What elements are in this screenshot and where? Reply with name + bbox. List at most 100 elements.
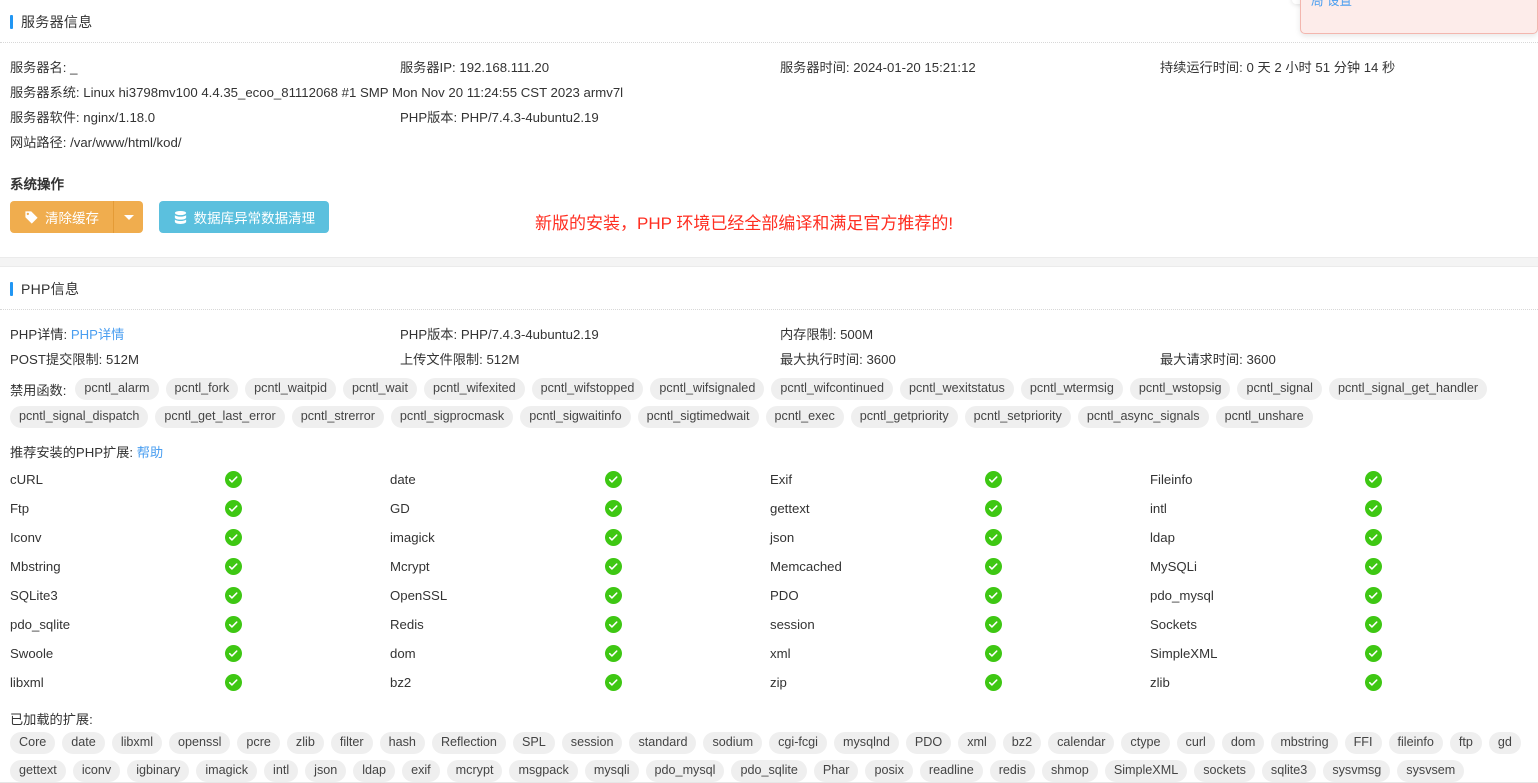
php-info-row-2: POST提交限制: 512M 上传文件限制: 512M 最大执行时间: 3600… bbox=[10, 347, 1538, 372]
loaded-extension-pill: mysqli bbox=[584, 760, 639, 782]
extension-name: Iconv bbox=[10, 530, 42, 545]
loaded-extension-pill: sysvsem bbox=[1397, 760, 1465, 782]
extension-name: bz2 bbox=[390, 675, 412, 690]
extension-name: Swoole bbox=[10, 646, 54, 661]
loaded-extension-pill: ctype bbox=[1121, 732, 1170, 754]
loaded-extension-pill: xml bbox=[958, 732, 996, 754]
db-cleanup-button[interactable]: 数据库异常数据清理 bbox=[158, 201, 330, 233]
disabled-function-pill: pcntl_sigtimedwait bbox=[637, 406, 759, 428]
extension-status bbox=[225, 523, 390, 552]
extension-name: intl bbox=[1150, 501, 1167, 516]
global-settings-notification[interactable]: 出的号功能正常,请在,状况,设,后台 全局 设置 bbox=[1300, 0, 1538, 34]
extension-status bbox=[225, 668, 390, 697]
clear-cache-button[interactable]: 清除缓存 bbox=[10, 201, 113, 233]
loaded-extension-pill: sysvmsg bbox=[1323, 760, 1391, 782]
disabled-function-pill: pcntl_wtermsig bbox=[1020, 378, 1123, 400]
extension-name: session bbox=[770, 617, 815, 632]
loaded-extension-pill: sockets bbox=[1194, 760, 1255, 782]
max-exec-time-value: 3600 bbox=[866, 352, 896, 367]
max-request-time-label: 最大请求时间: bbox=[1160, 352, 1243, 367]
php-version-value: PHP/7.4.3-4ubuntu2.19 bbox=[460, 110, 599, 125]
disabled-function-pill: pcntl_sigprocmask bbox=[390, 406, 514, 428]
disabled-function-pill: pcntl_alarm bbox=[75, 378, 159, 400]
loaded-extensions-label: 已加载的扩展: bbox=[10, 712, 93, 727]
loaded-extension-pill: Core bbox=[10, 732, 56, 754]
check-circle-icon bbox=[1365, 500, 1382, 517]
server-ip-cell: 服务器IP: 192.168.111.20 bbox=[400, 55, 780, 80]
notification-link-settings[interactable]: 设置 bbox=[1327, 0, 1353, 8]
extension-status bbox=[605, 610, 770, 639]
php-detail-label: PHP详情: bbox=[10, 327, 68, 342]
php-info-title: PHP信息 bbox=[21, 281, 80, 297]
server-time-cell: 服务器时间: 2024-01-20 15:21:12 bbox=[780, 55, 1160, 80]
loaded-extension-pill: ftp bbox=[1449, 732, 1482, 754]
check-circle-icon bbox=[1365, 529, 1382, 546]
server-info-title: 服务器信息 bbox=[21, 14, 93, 30]
php-version-info-cell: PHP版本: PHP/7.4.3-4ubuntu2.19 bbox=[400, 322, 780, 347]
extension-status bbox=[985, 552, 1150, 581]
notification-link-global[interactable]: 全局 bbox=[1311, 0, 1324, 8]
extension-name: SimpleXML bbox=[1150, 646, 1218, 661]
server-time-value: 2024-01-20 15:21:12 bbox=[853, 60, 976, 75]
extension-status bbox=[985, 523, 1150, 552]
loaded-extension-pill: pcre bbox=[237, 732, 280, 754]
loaded-extension-pill: gd bbox=[1488, 732, 1521, 754]
extension-name: Mbstring bbox=[10, 559, 61, 574]
tag-icon bbox=[24, 210, 39, 225]
extension-status bbox=[605, 465, 770, 494]
disabled-function-pill: pcntl_wstopsig bbox=[1129, 378, 1231, 400]
extension-status bbox=[225, 639, 390, 668]
loaded-extension-pill: fileinfo bbox=[1388, 732, 1443, 754]
disabled-function-pill: pcntl_wait bbox=[342, 378, 417, 400]
disabled-function-pill: pcntl_strerror bbox=[291, 406, 384, 428]
max-request-time-value: 3600 bbox=[1246, 352, 1276, 367]
clear-cache-dropdown-button[interactable] bbox=[113, 201, 143, 233]
extension-status bbox=[1365, 494, 1530, 523]
extension-name: GD bbox=[390, 501, 410, 516]
max-exec-time-label: 最大执行时间: bbox=[780, 352, 863, 367]
extension-status bbox=[225, 581, 390, 610]
loaded-extension-pill: SimpleXML bbox=[1104, 760, 1188, 782]
check-circle-icon bbox=[985, 587, 1002, 604]
recommended-extensions-help-link[interactable]: 帮助 bbox=[136, 445, 164, 460]
uptime-label: 持续运行时间: bbox=[1160, 60, 1243, 75]
check-circle-icon bbox=[985, 645, 1002, 662]
check-circle-icon bbox=[225, 500, 242, 517]
server-name-value: _ bbox=[70, 60, 78, 75]
uptime-value: 0 天 2 小时 51 分钟 14 秒 bbox=[1246, 60, 1396, 75]
extension-status bbox=[225, 465, 390, 494]
extension-name: Fileinfo bbox=[1150, 472, 1193, 487]
loaded-extension-pill: session bbox=[561, 732, 623, 754]
extension-status bbox=[985, 465, 1150, 494]
php-detail-cell: PHP详情: PHP详情 bbox=[10, 322, 400, 347]
loaded-extension-pill: Phar bbox=[813, 760, 859, 782]
php-detail-link[interactable]: PHP详情 bbox=[70, 327, 125, 342]
php-version-cell: PHP版本: PHP/7.4.3-4ubuntu2.19 bbox=[400, 105, 780, 130]
server-software-label: 服务器软件: bbox=[10, 110, 80, 125]
check-circle-icon bbox=[225, 529, 242, 546]
extension-name: zlib bbox=[1150, 675, 1170, 690]
loaded-extension-pill: bz2 bbox=[1002, 732, 1042, 754]
upload-limit-label: 上传文件限制: bbox=[400, 352, 483, 367]
server-name-cell: 服务器名: _ bbox=[10, 55, 400, 80]
extension-name: gettext bbox=[770, 501, 810, 516]
extension-name: xml bbox=[770, 646, 791, 661]
extension-name: Exif bbox=[770, 472, 792, 487]
loaded-extension-pill: PDO bbox=[905, 732, 952, 754]
check-circle-icon bbox=[225, 616, 242, 633]
loaded-extension-pill: curl bbox=[1176, 732, 1215, 754]
loaded-extension-pill: pdo_sqlite bbox=[731, 760, 807, 782]
server-info-body: 服务器名: _ 服务器IP: 192.168.111.20 服务器时间: 202… bbox=[0, 43, 1538, 159]
check-circle-icon bbox=[985, 471, 1002, 488]
check-circle-icon bbox=[605, 500, 622, 517]
extension-name: pdo_mysql bbox=[1150, 588, 1214, 603]
clear-cache-button-group[interactable]: 清除缓存 bbox=[10, 201, 143, 233]
extension-name: date bbox=[390, 472, 416, 487]
extension-status bbox=[1365, 523, 1530, 552]
disabled-function-pill: pcntl_async_signals bbox=[1077, 406, 1209, 428]
accent-bar-icon bbox=[10, 282, 13, 296]
disabled-function-pill: pcntl_get_last_error bbox=[155, 406, 285, 428]
check-circle-icon bbox=[1365, 471, 1382, 488]
check-circle-icon bbox=[225, 645, 242, 662]
